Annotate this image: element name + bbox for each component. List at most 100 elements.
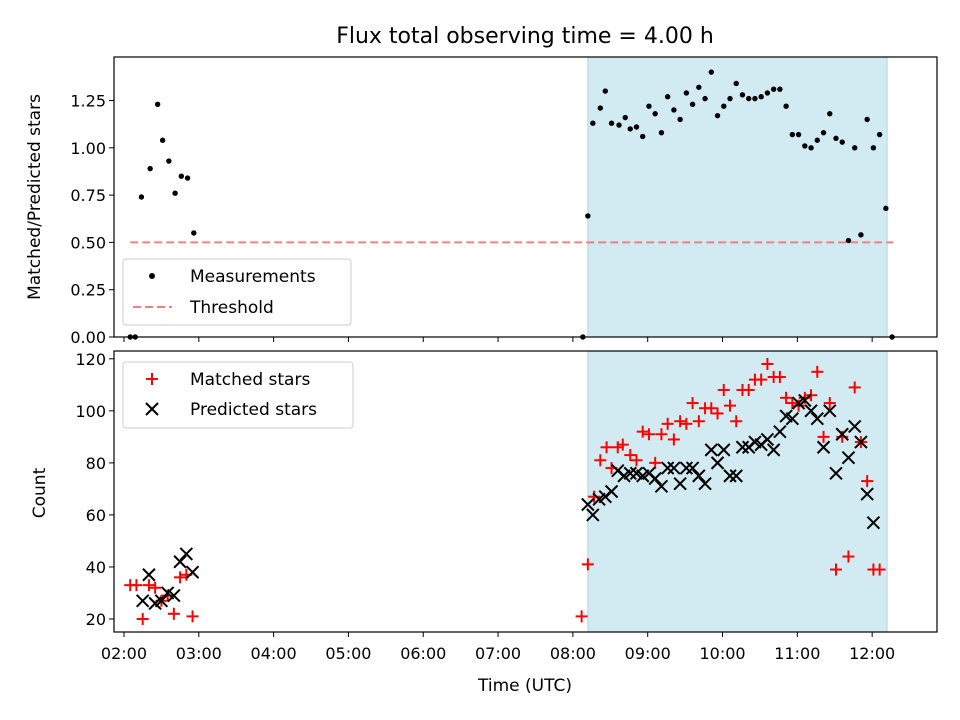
predicted-stars-point-9-b (581, 497, 595, 512)
y-tick-label-1-4: 100 (75, 402, 106, 421)
y-tick-label-0-0: 0.00 (70, 328, 106, 347)
x-tick-label-1: 03:00 (176, 644, 222, 663)
predicted-stars-legend-cross (145, 402, 159, 416)
predicted-stars-point-29-b (704, 443, 719, 457)
predicted-stars-point-51 (841, 450, 856, 465)
matched-stars-point-10 (186, 610, 199, 623)
predicted-stars-point-7 (179, 547, 194, 561)
matched-stars-point-13 (588, 490, 601, 503)
predicted-stars-point-51-b (841, 450, 856, 465)
predicted-stars-point-45-b (804, 404, 818, 418)
x-tick-label-7: 09:00 (625, 644, 671, 663)
measurements-point-29 (689, 101, 696, 107)
predicted-stars-point-20 (648, 471, 662, 486)
axes-frame-0 (113, 56, 938, 338)
matched-stars-point-26 (667, 433, 680, 446)
y-tick-label-0-2: 0.50 (70, 233, 106, 252)
measurements-point-43 (777, 86, 783, 92)
predicted-stars-point-30 (710, 456, 725, 470)
matched-stars-point-22 (642, 428, 655, 441)
matched-stars-point-25 (661, 417, 674, 430)
matched-stars-point-29 (686, 397, 699, 410)
matched-stars-point-20 (630, 454, 643, 467)
predicted-stars-point-22-b (660, 461, 675, 475)
y-tick-label-1-2: 60 (86, 506, 106, 525)
matched-stars-point-51 (823, 397, 836, 410)
predicted-stars-point-40-b (773, 424, 787, 439)
predicted-stars-point-7-b (179, 547, 194, 561)
matched-stars-point-12 (581, 558, 594, 571)
predicted-stars-point-10-b (586, 508, 600, 522)
predicted-stars-point-0 (135, 594, 150, 608)
matched-stars-point-24 (655, 428, 668, 441)
measurements-point-15 (602, 88, 609, 94)
matched-stars-point-50 (817, 430, 830, 443)
predicted-stars-legend-label: Predicted stars (190, 400, 317, 420)
matched-stars-point-43 (773, 371, 786, 384)
y-tick-label-1-3: 80 (86, 454, 106, 473)
measurements-legend-label: Measurements (190, 267, 316, 287)
matched-stars-point-14 (594, 454, 607, 467)
predicted-stars-point-21 (654, 479, 669, 494)
y-tick-label-1-0: 20 (86, 610, 106, 629)
predicted-stars-point-40 (773, 424, 787, 439)
predicted-stars-point-10 (586, 508, 600, 522)
measurements-point-60 (883, 205, 889, 212)
measurements-point-13 (590, 120, 596, 126)
measurements-point-59 (876, 131, 883, 138)
matched-stars-point-59 (873, 563, 886, 576)
predicted-stars-point-55-b (866, 516, 881, 530)
predicted-stars-point-31-b (717, 443, 731, 457)
predicted-stars-point-38-b (760, 432, 775, 447)
measurements-point-52 (833, 135, 839, 142)
measurements-point-19 (627, 126, 633, 132)
x-axis-label: Time (UTC) (477, 676, 572, 696)
predicted-stars-point-3-b (154, 594, 169, 608)
matched-stars-legend-marker (146, 373, 158, 385)
predicted-stars-point-33 (729, 469, 743, 483)
measurements-point-32 (708, 69, 714, 75)
top-legend-frame (122, 258, 352, 326)
measurements-point-53 (839, 139, 845, 145)
top-panel-ratio: 0.00 0.25 0.50 0.75 1.00 1.25 (70, 56, 938, 347)
top-y-axis-label: Matched/Predicted stars (25, 94, 45, 300)
measurements-point-8 (178, 173, 185, 179)
predicted-stars-point-54-b (860, 487, 874, 501)
predicted-stars-point-5-b (167, 588, 181, 603)
measurements-point-6 (166, 158, 172, 164)
measurements-point-58 (870, 145, 877, 151)
measurements-point-30 (696, 84, 702, 90)
predicted-stars-point-6-b (173, 555, 187, 569)
matched-stars-point-41 (761, 358, 774, 371)
predicted-stars-point-4-b (160, 586, 175, 600)
matched-stars-legend-plus (146, 373, 158, 385)
x-tick-label-3: 05:00 (325, 644, 371, 663)
predicted-stars-point-45 (804, 404, 818, 418)
measurements-point-12 (585, 213, 591, 219)
measurements-point-48 (808, 145, 814, 151)
matched-stars-point-3 (142, 579, 155, 592)
bottom-legend-frame (122, 361, 354, 429)
measurements-point-28 (683, 90, 690, 96)
bottom-legend: Matched stars Predicted stars (122, 361, 354, 429)
predicted-stars-point-34-b (735, 440, 750, 454)
measurements-point-16 (608, 120, 615, 126)
matched-stars-point-36 (730, 415, 743, 428)
predicted-stars-point-17-b (629, 466, 644, 480)
predicted-stars-point-27-b (692, 469, 706, 483)
matched-stars-point-40 (755, 373, 768, 386)
predicted-stars-point-5 (167, 588, 181, 603)
measurements-point-7 (172, 190, 178, 196)
predicted-stars-point-23-b (667, 461, 681, 475)
matched-stars-point-35 (724, 399, 737, 412)
predicted-stars-point-52-b (847, 419, 862, 434)
predicted-stars-point-46-b (810, 411, 824, 426)
measurements-point-46 (795, 131, 802, 138)
predicted-stars-point-53-b (854, 435, 868, 449)
x-tick-label-6: 08:00 (550, 644, 596, 663)
matched-stars-point-2 (136, 612, 149, 625)
predicted-stars-point-28 (698, 476, 712, 491)
predicted-stars-point-13 (604, 484, 619, 499)
matched-stars-point-45 (786, 397, 799, 410)
